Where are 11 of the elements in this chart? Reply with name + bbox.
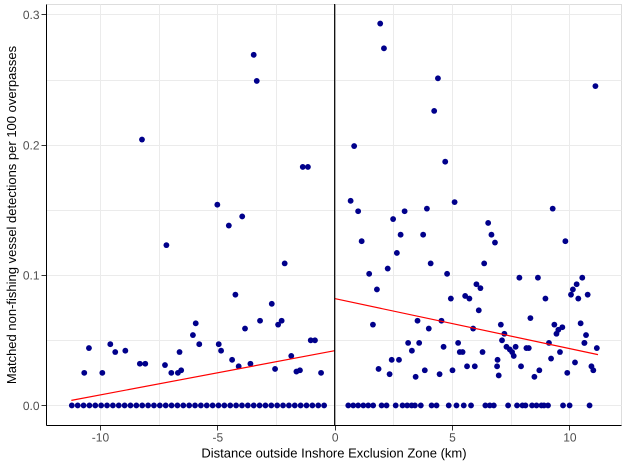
x-axis-title: Distance outside Inshore Exclusion Zone (km) bbox=[201, 446, 467, 460]
y-axis-title: Matched non-fishing vessel detections per 100 overpasses bbox=[4, 45, 19, 384]
x-tick-label: -10 bbox=[92, 430, 110, 444]
x-tick-label: 10 bbox=[563, 430, 577, 444]
y-tick-label: 0.2 bbox=[22, 138, 40, 152]
x-tick-label: -5 bbox=[212, 430, 224, 444]
y-tick-label: 0.3 bbox=[22, 8, 40, 22]
y-tick-label: 0.0 bbox=[22, 398, 40, 413]
x-tick-label: 0 bbox=[332, 430, 339, 444]
y-tick-label: 0.1 bbox=[22, 268, 40, 283]
x-tick-label: 5 bbox=[449, 430, 456, 444]
